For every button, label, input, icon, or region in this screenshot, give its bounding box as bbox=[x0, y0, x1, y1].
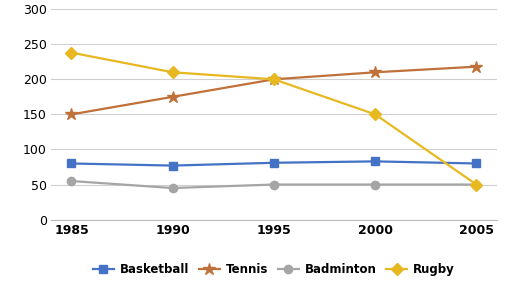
Rugby bbox=[169, 70, 176, 74]
Badminton bbox=[169, 186, 176, 190]
Line: Basketball: Basketball bbox=[67, 157, 481, 170]
Tennis bbox=[372, 70, 378, 74]
Basketball bbox=[372, 160, 378, 163]
Rugby bbox=[69, 51, 75, 55]
Badminton bbox=[271, 183, 277, 186]
Tennis bbox=[169, 95, 176, 99]
Basketball bbox=[169, 164, 176, 167]
Line: Badminton: Badminton bbox=[67, 177, 481, 192]
Basketball bbox=[69, 162, 75, 165]
Badminton bbox=[372, 183, 378, 186]
Badminton bbox=[69, 179, 75, 183]
Badminton bbox=[473, 183, 479, 186]
Tennis bbox=[69, 113, 75, 116]
Tennis bbox=[473, 65, 479, 69]
Rugby bbox=[372, 113, 378, 116]
Line: Rugby: Rugby bbox=[67, 48, 481, 189]
Line: Tennis: Tennis bbox=[65, 60, 483, 120]
Basketball bbox=[271, 161, 277, 165]
Rugby bbox=[473, 183, 479, 186]
Rugby bbox=[271, 77, 277, 81]
Tennis bbox=[271, 77, 277, 81]
Basketball bbox=[473, 162, 479, 165]
Legend: Basketball, Tennis, Badminton, Rugby: Basketball, Tennis, Badminton, Rugby bbox=[93, 264, 455, 276]
